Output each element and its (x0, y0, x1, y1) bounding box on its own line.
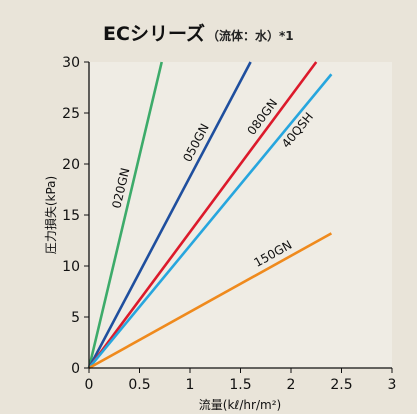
y-tick-label: 0 (71, 361, 80, 377)
y-axis-label: 圧力損失(kPa) (43, 176, 58, 254)
y-tick-label: 30 (62, 55, 80, 71)
x-axis-label: 流量(kℓ/hr/m²) (199, 398, 281, 412)
x-tick-label: 1.5 (229, 377, 251, 393)
x-tick-label: 3 (388, 377, 397, 393)
series-line-050gn (87, 61, 252, 369)
x-tick-label: 1 (186, 377, 195, 393)
series-line-150gn (88, 232, 333, 370)
series-line-40qsh (87, 73, 333, 369)
chart-subtitle: （流体：水）*1 (207, 28, 294, 43)
x-tick-label: 2 (287, 377, 296, 393)
y-tick-label: 10 (62, 259, 80, 275)
series-line-020gn (87, 61, 163, 369)
y-tick-label: 25 (62, 106, 80, 122)
chart-axes: 0 5 10 15 20 25 30 0 0.5 1 1.5 2 2.5 3 (62, 55, 396, 393)
y-tick-label: 15 (62, 208, 80, 224)
x-tick-label: 0 (85, 377, 94, 393)
series-line-080gn (87, 61, 318, 369)
chart-title: ECシリーズ (103, 22, 205, 45)
plot-area (89, 62, 392, 368)
x-tick-label: 2.5 (330, 377, 352, 393)
x-tick-label: 0.5 (128, 377, 150, 393)
y-tick-label: 5 (71, 310, 80, 326)
y-tick-label: 20 (62, 157, 80, 173)
